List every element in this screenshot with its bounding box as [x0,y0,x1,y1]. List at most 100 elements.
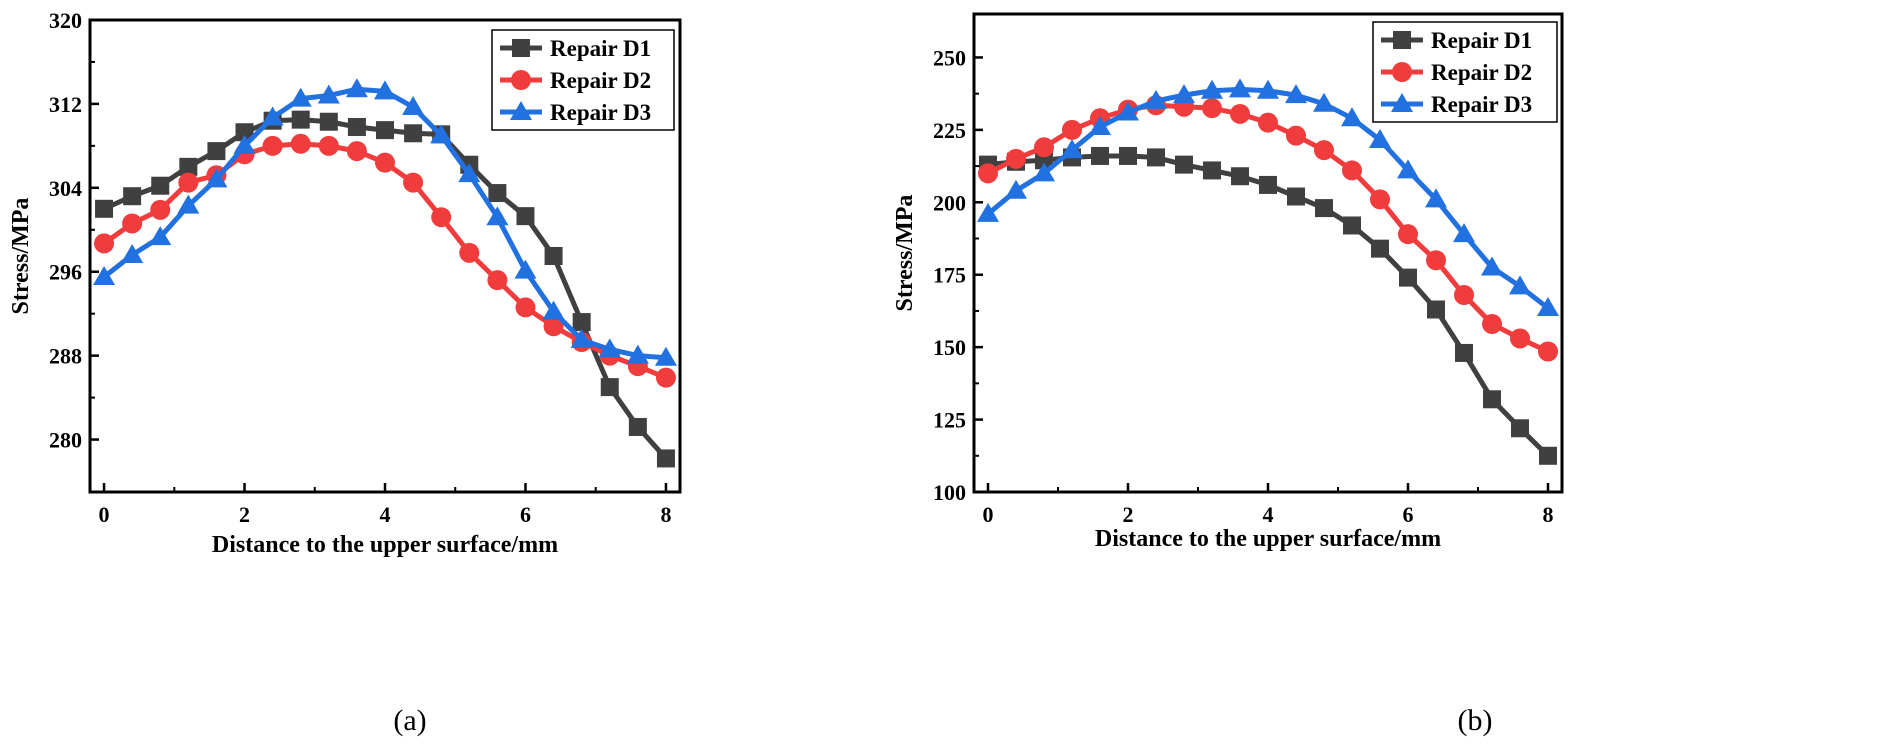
legend-marker [1391,93,1413,112]
data-point [1230,103,1250,124]
data-point [1538,341,1558,362]
data-point [487,270,508,291]
data-point [347,117,366,136]
legend-label: Repair D1 [550,36,651,61]
data-point [654,346,677,366]
data-point [375,152,395,173]
y-tick-label: 312 [49,92,82,117]
chart-panel-a: 0 2 4 6 8 280 288 296 304 312 320 Distance to the u… [8,8,682,558]
data-point [1202,98,1222,119]
data-point [1539,446,1557,465]
data-point [1231,167,1249,186]
data-point [514,259,537,279]
data-point [1482,313,1502,334]
data-point [233,134,256,154]
legend-label: Repair D2 [550,68,651,93]
x-tick-label: 6 [520,502,531,527]
data-point [205,168,228,188]
caption-b: (b) [1458,704,1493,737]
y-tick-label: 280 [49,428,82,453]
chart-panel-b: 0 2 4 6 8 100 125 150 175 200 225 250 Distance to th… [892,12,1564,552]
data-point [149,226,172,246]
y-tick-label: 250 [933,45,966,70]
data-point [1343,216,1361,235]
legend-marker [510,101,532,120]
data-point [93,265,116,285]
series-line-1 [985,153,1551,459]
data-point [542,300,565,320]
data-point [318,135,339,156]
data-point [515,297,536,318]
data-point [1313,92,1335,112]
data-point [1397,159,1419,179]
data-point [291,110,310,129]
legend-marker [511,70,531,90]
y-tick-label: 125 [933,408,966,433]
legend-label: Repair D3 [550,100,651,125]
y-tick-label: 225 [933,118,966,143]
x-tick-label: 0 [983,502,994,527]
data-point [1117,101,1139,121]
data-point [598,338,621,358]
legend-label: Repair D1 [1431,28,1532,53]
data-point [628,417,647,436]
data-point [177,194,200,214]
data-point [1257,79,1279,99]
data-point [94,233,115,254]
y-tick-label: 296 [49,260,82,285]
data-point [1453,223,1475,243]
data-point [1342,160,1362,181]
data-point [179,157,198,176]
data-point [572,313,591,332]
data-point [345,78,368,98]
data-point [207,142,226,161]
data-point [488,184,507,203]
y-tick-label: 150 [933,335,966,360]
legend-marker [512,39,530,57]
data-point [978,163,998,184]
data-point [1061,139,1083,159]
data-point [626,344,649,364]
data-point [1229,78,1251,98]
data-point [1005,179,1027,199]
data-point [570,328,593,348]
caption-a: (a) [393,704,426,737]
x-tick-label: 2 [239,502,250,527]
data-point [95,199,114,218]
x-tick-label: 2 [1123,502,1134,527]
data-point [346,141,367,162]
data-point [1371,239,1389,258]
data-point [1258,112,1278,133]
data-point [1510,328,1530,349]
y-tick-label: 304 [49,176,82,201]
y-tick-label: 100 [933,480,966,505]
data-point [1062,119,1082,140]
data-point [178,172,199,193]
x-tick-label: 0 [99,502,110,527]
data-point [430,124,453,144]
data-point [376,121,394,140]
data-point [655,367,676,388]
data-point [290,133,311,154]
data-point [1511,419,1529,438]
x-tick-label: 8 [660,502,671,527]
data-point [121,243,144,263]
legend-label: Repair D2 [1431,60,1532,85]
y-tick-label: 200 [933,190,966,215]
data-point [404,124,423,143]
x-tick-label: 4 [1263,502,1274,527]
data-point [544,247,563,265]
data-point [289,87,312,107]
y-tick-label: 175 [933,263,966,288]
data-point [1147,148,1165,167]
data-point [150,199,171,220]
data-point [261,106,284,126]
data-point [262,135,283,156]
data-point [319,112,338,131]
x-tick-label: 4 [380,502,391,527]
data-point [317,84,340,104]
data-point [1203,161,1221,180]
x-axis-title: Distance to the upper surface/mm [1095,526,1441,552]
data-point [459,242,480,263]
